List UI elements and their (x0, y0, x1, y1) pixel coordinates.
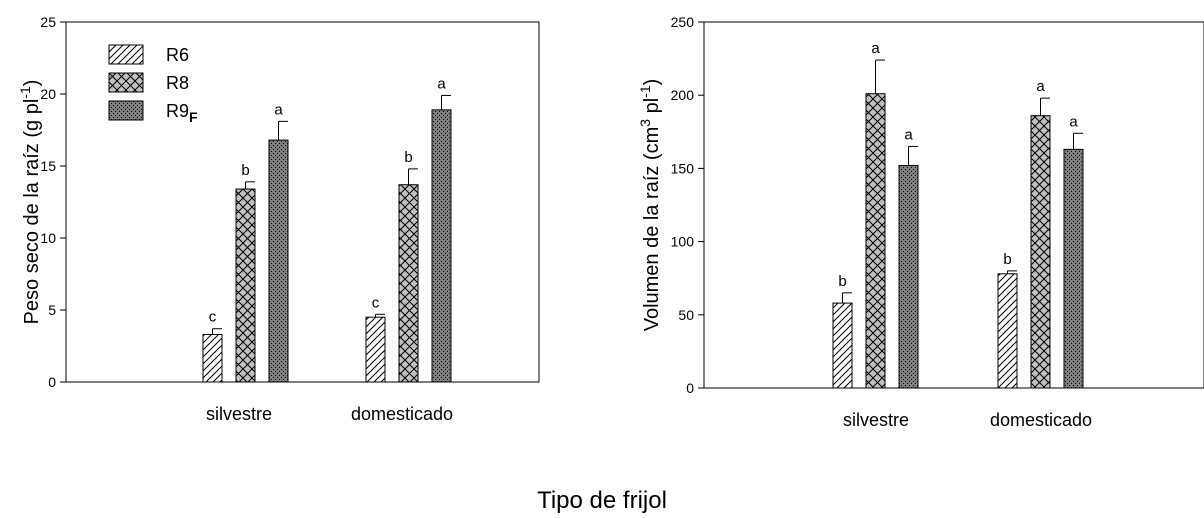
y-axis-title: Peso seco de la raíz (g pl-1) (17, 80, 43, 325)
plot-frame (65, 21, 540, 383)
bar-r8-domesticado (398, 184, 419, 383)
significance-letter: a (1036, 78, 1045, 95)
significance-letter: a (904, 126, 913, 143)
bar-r6-silvestre (832, 302, 853, 389)
significance-letter: a (871, 40, 880, 57)
significance-letter: c (372, 294, 380, 311)
root-dry-weight-chart: 0 5 10 15 20 25 c c b b a a silvestre domesticado P… (17, 14, 540, 424)
y-tick-label: 20 (40, 86, 56, 102)
significance-letter: a (274, 101, 283, 118)
bars: b b a a a a (832, 40, 1084, 389)
bar-r6-domesticado (365, 316, 386, 383)
significance-letter: a (437, 75, 446, 92)
legend-swatch-r8 (108, 72, 144, 93)
significance-letter: c (209, 309, 217, 326)
x-axis-title: Tipo de frijol (537, 487, 667, 514)
y-tick-label: 15 (40, 158, 56, 174)
bar-r8-silvestre (235, 188, 256, 383)
y-tick-label: 5 (48, 302, 56, 318)
significance-letter: b (404, 149, 412, 166)
x-category-label: silvestre (843, 410, 909, 430)
y-tick-label: 100 (671, 234, 695, 250)
y-axis-ticks: 0 5 10 15 20 25 (40, 14, 66, 390)
root-volume-chart: 0 50 100 150 200 250 b b a a a a silvestre domestic… (637, 14, 1204, 430)
legend-label-r9f: R9F (166, 101, 198, 125)
y-tick-label: 250 (671, 14, 695, 30)
y-tick-label: 200 (671, 87, 695, 103)
y-tick-label: 0 (48, 374, 56, 390)
y-tick-label: 50 (678, 307, 694, 323)
bar-r9f-silvestre (268, 139, 289, 383)
legend-label-r6: R6 (166, 45, 189, 65)
x-category-label: domesticado (351, 404, 453, 424)
bar-r6-domesticado (997, 273, 1018, 389)
plot-frame (703, 21, 1204, 389)
y-tick-label: 10 (40, 230, 56, 246)
y-tick-label: 25 (40, 14, 56, 30)
legend: R6 R8 R9F (108, 44, 198, 125)
bar-r8-silvestre (865, 93, 886, 389)
legend-swatch-r9f (108, 100, 144, 121)
legend-label-r8: R8 (166, 73, 189, 93)
bar-r8-domesticado (1030, 115, 1051, 389)
bar-r9f-domesticado (431, 109, 452, 383)
category-labels: silvestre domesticado (206, 404, 453, 424)
x-category-label: domesticado (990, 410, 1092, 430)
bars: c c b b a a (202, 75, 452, 383)
legend-swatch-r6 (108, 44, 144, 65)
y-axis-title: Volumen de la raíz (cm3 pl-1) (637, 79, 663, 332)
y-tick-label: 0 (686, 380, 694, 396)
bar-r9f-silvestre (898, 164, 919, 389)
x-category-label: silvestre (206, 404, 272, 424)
bar-r6-silvestre (202, 333, 223, 383)
y-tick-label: 150 (671, 160, 695, 176)
category-labels: silvestre domesticado (843, 410, 1092, 430)
bar-r9f-domesticado (1063, 148, 1084, 389)
significance-letter: a (1069, 113, 1078, 130)
y-axis-ticks: 0 50 100 150 200 250 (671, 14, 704, 396)
significance-letter: b (241, 162, 249, 179)
significance-letter: b (838, 273, 846, 290)
significance-letter: b (1003, 251, 1011, 268)
